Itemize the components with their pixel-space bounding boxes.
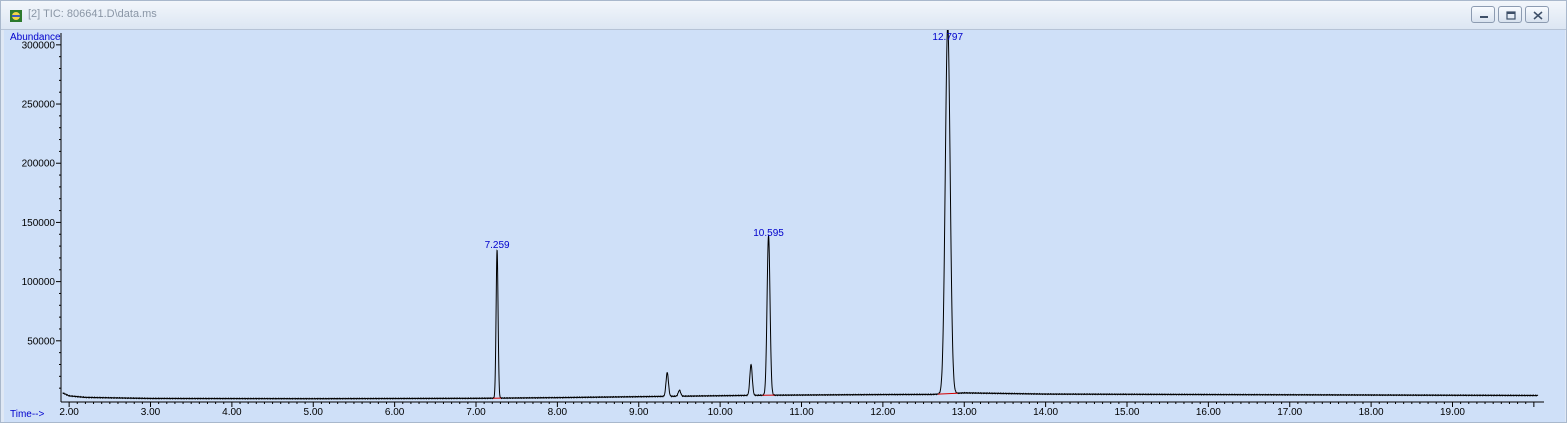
x-tick-label: 9.00: [629, 407, 649, 418]
restore-button[interactable]: [1498, 6, 1522, 23]
chart-canvas: Abundance Time--> 50000 100000 150000 200000 2…: [10, 30, 1544, 420]
x-tick-label: 17.00: [1277, 407, 1302, 418]
y-tick-label: 200000: [22, 159, 56, 170]
window-titlebar[interactable]: [2] TIC: 806641.D\data.ms: [1, 1, 1566, 30]
peak-label: 7.259: [485, 240, 510, 251]
x-tick-label: 6.00: [385, 407, 405, 418]
x-tick-label: 16.00: [1196, 407, 1221, 418]
chromatogram-chart: Abundance Time--> 50000 100000 150000 200000 2…: [4, 30, 1565, 422]
x-tick-label: 8.00: [548, 407, 568, 418]
integration-baseline: [937, 392, 958, 395]
restore-icon: [1506, 11, 1516, 20]
y-axis-label: Abundance: [10, 32, 61, 43]
y-tick-label: 250000: [22, 100, 56, 111]
minimize-icon: [1480, 16, 1488, 18]
y-tick-label: 100000: [22, 277, 56, 288]
y-tick-label: 150000: [22, 218, 56, 229]
peak-label: 12.797: [932, 32, 963, 43]
x-tick-label: 12.00: [870, 407, 895, 418]
x-tick-label: 14.00: [1033, 407, 1058, 418]
y-tick-label: 300000: [22, 40, 56, 51]
x-tick-label: 13.00: [952, 407, 977, 418]
x-tick-label: 7.00: [466, 407, 486, 418]
close-button[interactable]: [1525, 6, 1549, 23]
x-tick-label: 5.00: [304, 407, 324, 418]
x-tick-label: 10.00: [708, 407, 733, 418]
x-tick-label: 11.00: [789, 407, 814, 418]
tic-trace: [62, 30, 1539, 400]
x-tick-label: 19.00: [1440, 407, 1465, 418]
chromatogram-app-icon: [10, 10, 22, 22]
x-tick-label: 4.00: [222, 407, 242, 418]
peak-label: 10.595: [753, 228, 784, 239]
minimize-button[interactable]: [1471, 6, 1495, 23]
x-tick-label: 3.00: [141, 407, 161, 418]
x-tick-label: 2.00: [59, 407, 79, 418]
y-tick-label: 50000: [27, 336, 55, 347]
x-tick-label: 15.00: [1114, 407, 1139, 418]
x-tick-label: 18.00: [1359, 407, 1384, 418]
close-icon: [1533, 11, 1543, 20]
x-axis-label: Time-->: [10, 409, 45, 420]
window-title: [2] TIC: 806641.D\data.ms: [28, 8, 157, 20]
